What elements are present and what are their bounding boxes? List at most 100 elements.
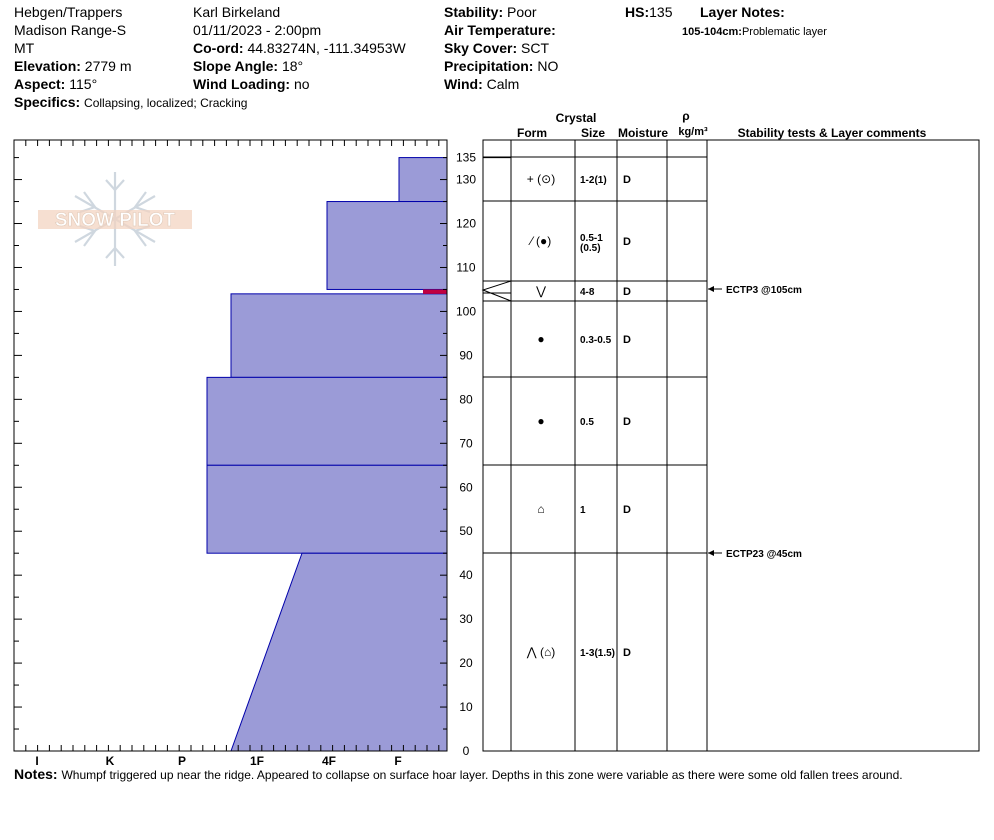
hardness-label: I xyxy=(35,754,38,768)
wind-label: Wind: xyxy=(444,76,483,92)
notes-label: Notes: xyxy=(14,766,58,782)
specifics-label: Specifics: xyxy=(14,94,81,110)
density-header: kg/m³ xyxy=(678,126,708,138)
stability-test-label: ECTP23 @45cm xyxy=(726,549,802,560)
logo-text: SNOW PILOT xyxy=(55,210,176,231)
stability-value: Poor xyxy=(507,4,537,20)
layer-moisture: D xyxy=(623,174,631,186)
layer-form: ● xyxy=(537,332,544,346)
layer-form: ⁄ (●) xyxy=(528,234,552,248)
layer-size: 0.3-0.5 xyxy=(580,335,612,346)
stability: Stability: Poor xyxy=(444,4,537,20)
height-axis: 0 10 20 30 40 50 60 70 80 90 100 110 120 130 135 xyxy=(14,151,511,758)
rho-header: ρ xyxy=(682,109,689,123)
layer-moisture: D xyxy=(623,647,631,659)
observer: Karl Birkeland xyxy=(193,4,281,20)
layer-note-depth: 105-104cm: xyxy=(682,26,742,38)
stability-header: Stability tests & Layer comments xyxy=(738,126,927,140)
snowpilot-logo: SNOW PILOT xyxy=(38,172,192,266)
wind-value: Calm xyxy=(486,76,520,92)
height-label: 130 xyxy=(456,173,476,187)
layer-moisture: D xyxy=(623,416,631,428)
layer-moisture: D xyxy=(623,286,631,298)
layer-moisture: D xyxy=(623,504,631,516)
aspect: Aspect: 115° xyxy=(14,76,97,92)
hs-label: HS: xyxy=(625,4,650,20)
snowflake-icon xyxy=(74,172,156,266)
height-label: 0 xyxy=(463,744,470,758)
hardness-profile xyxy=(206,157,448,752)
height-label: 70 xyxy=(459,436,473,450)
height-label: 10 xyxy=(459,700,473,714)
height-label: 40 xyxy=(459,568,473,582)
hardness-frame xyxy=(13,139,448,752)
sky-label: Sky Cover: xyxy=(444,40,518,56)
layer-size: 0.5 xyxy=(580,417,594,428)
notes: Notes: Whumpf triggered up near the ridg… xyxy=(14,766,903,783)
range: Madison Range-S xyxy=(14,22,127,38)
elevation: Elevation: 2779 m xyxy=(14,58,132,74)
test-arrow-head xyxy=(708,550,714,556)
wind-loading: Wind Loading: no xyxy=(193,76,310,92)
coordinates: Co-ord: 44.83274N, -111.34953W xyxy=(193,40,406,56)
layer-form: ⋁ xyxy=(535,284,546,298)
layer-form: + (⊙) xyxy=(527,172,555,186)
stability-label: Stability: xyxy=(444,4,504,20)
datetime: 01/11/2023 - 2:00pm xyxy=(193,22,322,38)
aspect-label: Aspect: xyxy=(14,76,66,92)
height-label: 135 xyxy=(456,151,476,165)
hardness-bar-104-85 xyxy=(230,293,448,378)
hs: HS:135 xyxy=(625,4,672,20)
layer-form: ⌂ xyxy=(537,502,544,516)
elevation-value: 2779 m xyxy=(84,58,132,74)
weak-layer-connector xyxy=(481,280,512,302)
hardness-label: 4F xyxy=(322,754,336,768)
height-label: 60 xyxy=(459,480,473,494)
height-label: 20 xyxy=(459,656,473,670)
size-header: Size xyxy=(581,126,605,140)
hardness-label: 1F xyxy=(250,754,264,768)
specifics: Specifics: Collapsing, localized; Cracki… xyxy=(14,94,247,111)
height-label: 80 xyxy=(459,392,473,406)
height-label: 50 xyxy=(459,524,473,538)
layer-size: 0.5-1 xyxy=(580,233,603,244)
hardness-bar-65-45 xyxy=(206,464,448,554)
hs-value: 135 xyxy=(649,4,673,20)
height-label: 90 xyxy=(459,348,473,362)
layer-form: ● xyxy=(537,414,544,428)
air-temperature-label: Air Temperature: xyxy=(444,22,556,38)
layer-moisture: D xyxy=(623,236,631,248)
precip-value: NO xyxy=(537,58,559,74)
elevation-label: Elevation: xyxy=(14,58,81,74)
slope-label: Slope Angle: xyxy=(193,58,279,74)
wind: Wind: Calm xyxy=(444,76,519,92)
wind-loading-value: no xyxy=(293,76,310,92)
slope-angle: Slope Angle: 18° xyxy=(193,58,303,74)
precipitation: Precipitation: NO xyxy=(444,58,558,74)
layer-moisture: D xyxy=(623,334,631,346)
slope-value: 18° xyxy=(281,58,304,74)
stability-test-label: ECTP3 @105cm xyxy=(726,285,802,296)
coord-value: 44.83274N, -111.34953W xyxy=(247,40,406,56)
form-header: Form xyxy=(517,126,547,140)
notes-text: Whumpf triggered up near the ridge. Appe… xyxy=(61,768,903,782)
hardness-bar-125-105 xyxy=(326,201,448,290)
hardness-label: P xyxy=(178,754,186,768)
test-arrow-head xyxy=(708,286,714,292)
layer-form: ⋀ (⌂) xyxy=(526,645,555,659)
location: Hebgen/Trappers xyxy=(14,4,123,20)
moisture-header: Moisture xyxy=(618,126,668,140)
hardness-ticks xyxy=(13,140,440,751)
layer-size: 1 xyxy=(580,505,586,516)
hardness-label: K xyxy=(106,754,115,768)
layer-size: 4-8 xyxy=(580,287,595,298)
height-label: 120 xyxy=(456,217,476,231)
layer-size: 1-3(1.5) xyxy=(580,648,615,659)
sky-value: SCT xyxy=(521,40,550,56)
layer-size: 1-2(1) xyxy=(580,175,607,186)
layer-note: 105-104cm:Problematic layer xyxy=(682,24,827,40)
layer-notes-label: Layer Notes: xyxy=(700,4,785,20)
wind-loading-label: Wind Loading: xyxy=(193,76,291,92)
hardness-bar-85-65 xyxy=(206,376,448,466)
height-label: 110 xyxy=(456,260,475,274)
